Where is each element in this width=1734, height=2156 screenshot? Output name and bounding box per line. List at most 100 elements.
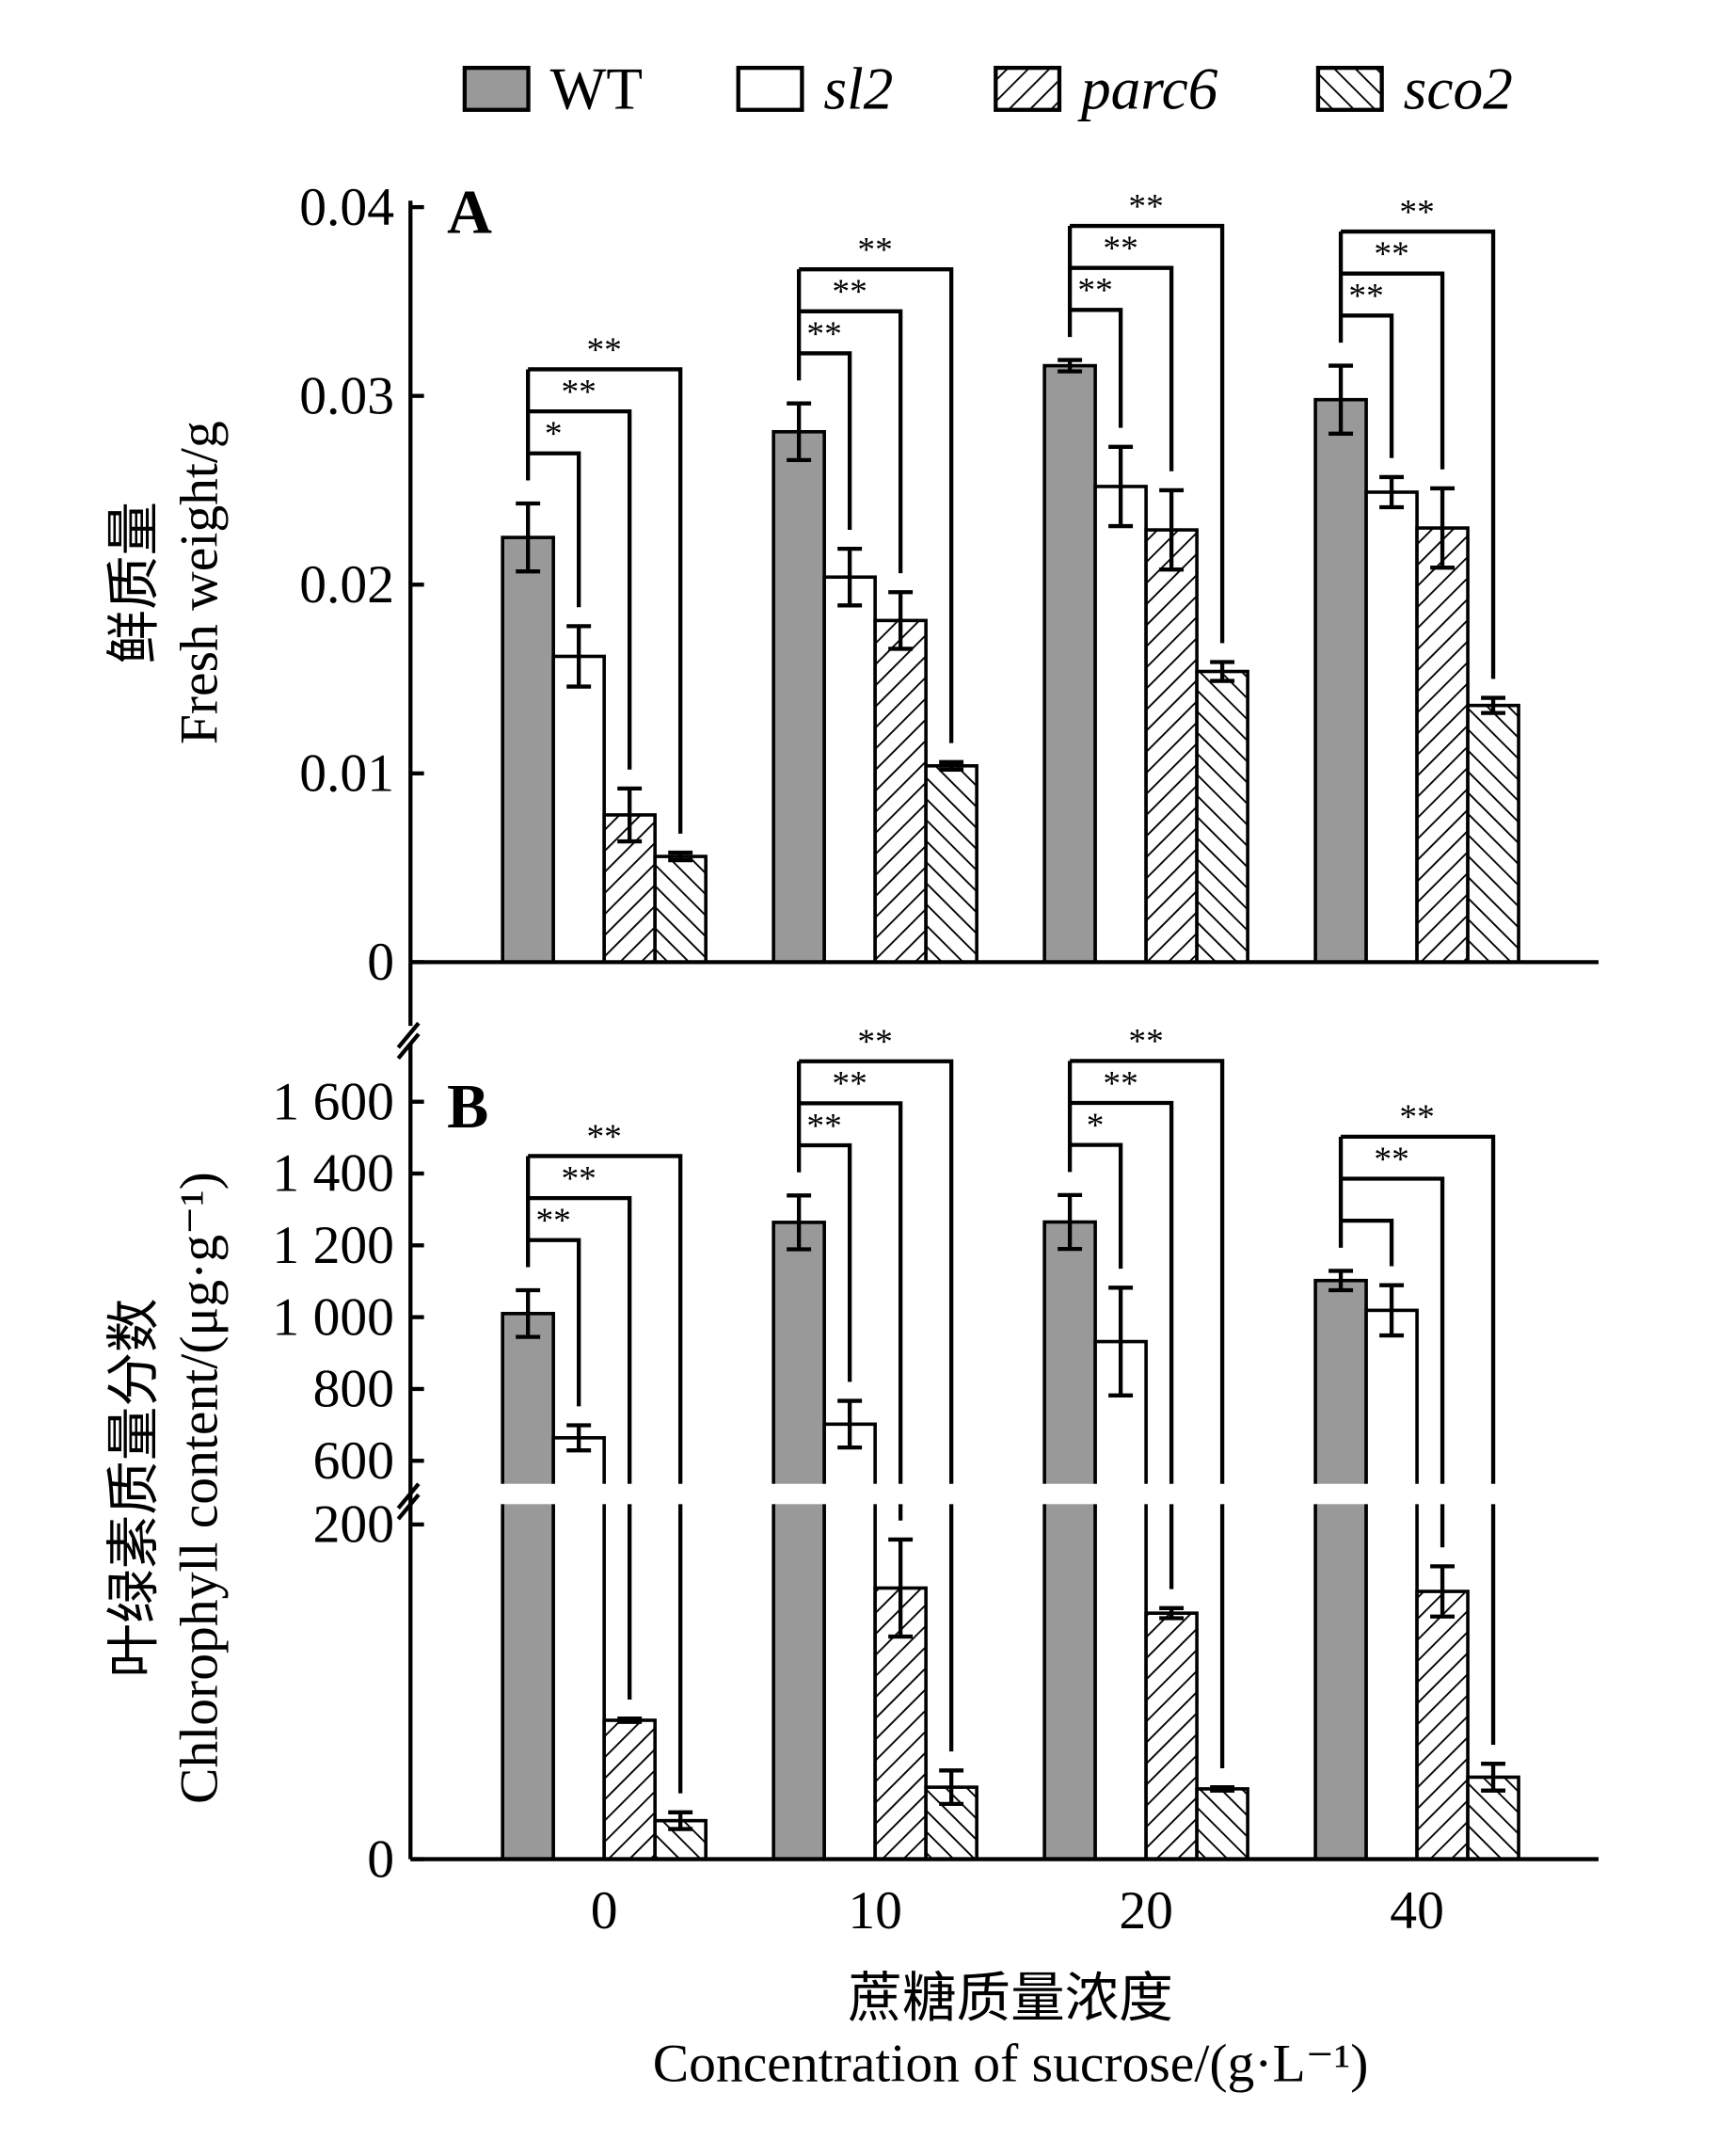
axis-break-mark	[396, 1482, 421, 1510]
significance-bracket-parc6	[528, 408, 632, 770]
y-tick-label: 200	[313, 1495, 394, 1555]
significance-bracket-sl2	[1341, 1218, 1394, 1267]
bar-sco2-0	[653, 854, 708, 965]
significance-bracket-parc6	[1341, 1176, 1445, 1548]
significance-bracket-sco2	[1070, 223, 1225, 644]
y-axis-title-cn: 叶绿素质量分数	[104, 1299, 164, 1678]
significance-label: *	[1087, 1107, 1105, 1145]
significance-label: **	[1374, 1141, 1408, 1179]
legend-swatch-sl2	[736, 65, 804, 112]
legend-swatch-WT	[462, 65, 531, 112]
significance-label: **	[857, 232, 892, 270]
bar-WT-20	[1042, 1220, 1097, 1861]
legend-label-sco2: sco2	[1404, 56, 1513, 121]
significance-bracket-sl2	[799, 1142, 852, 1382]
significance-label: **	[857, 1023, 892, 1062]
significance-bracket-sco2	[528, 1154, 683, 1794]
significance-label: **	[1128, 1023, 1163, 1062]
y-tick-label: 0	[367, 933, 394, 992]
x-tick-label: 0	[591, 1881, 618, 1940]
x-tick-label: 20	[1119, 1881, 1173, 1940]
y-axis-title-en: Chlorophyll content/(μg·g⁻¹)	[169, 1172, 229, 1804]
bar-parc6-0	[602, 1718, 657, 1861]
bar-sl2-0	[551, 1436, 606, 1861]
bar-WT-10	[772, 429, 826, 965]
significance-bracket-sco2	[1341, 229, 1496, 679]
significance-label: **	[806, 315, 841, 354]
significance-label: **	[1103, 230, 1137, 268]
bar-parc6-40	[1415, 526, 1470, 965]
bar-WT-40	[1313, 1278, 1368, 1861]
bar-sl2-10	[822, 575, 877, 965]
significance-bracket-sl2	[528, 451, 581, 608]
significance-bracket-parc6	[1070, 265, 1174, 471]
x-tick-label: 10	[848, 1881, 902, 1940]
significance-bracket-parc6	[528, 1195, 632, 1701]
significance-bracket-sco2	[799, 267, 954, 743]
significance-label: **	[1077, 272, 1112, 311]
significance-label: **	[586, 1118, 621, 1157]
bar-sco2-10	[924, 764, 978, 965]
significance-label: *	[545, 415, 563, 454]
significance-bracket-sco2	[528, 367, 683, 834]
y-axis-title-en: Fresh weight/g	[169, 421, 229, 744]
significance-bracket-parc6	[799, 309, 903, 574]
significance-bracket-sco2	[1070, 1059, 1225, 1768]
bar-WT-0	[501, 535, 555, 965]
y-tick-label: 0	[367, 1829, 394, 1889]
y-tick-label: 0.03	[299, 366, 394, 425]
panel-label: A	[447, 179, 492, 248]
significance-label: **	[1103, 1064, 1137, 1103]
legend-swatch-parc6	[994, 65, 1062, 112]
significance-label: **	[561, 373, 596, 411]
x-tick-label: 40	[1390, 1881, 1444, 1940]
significance-label: **	[1399, 1098, 1434, 1137]
y-tick-label: 600	[313, 1431, 394, 1491]
y-tick-label: 0.01	[299, 744, 394, 804]
significance-label: **	[832, 1065, 867, 1104]
bar-sco2-20	[1195, 1787, 1249, 1861]
axis-break-mark	[396, 1032, 421, 1061]
significance-bracket-sl2	[528, 1238, 581, 1407]
bar-sl2-40	[1364, 490, 1419, 965]
significance-bracket-sl2	[1341, 313, 1394, 458]
panel-label: B	[447, 1073, 488, 1142]
significance-label: **	[1374, 235, 1408, 274]
significance-bracket-sl2	[1070, 308, 1123, 428]
significance-label: **	[586, 331, 621, 370]
legend-swatch-sco2	[1315, 65, 1384, 112]
bar-sl2-40	[1364, 1308, 1419, 1861]
bar-WT-20	[1042, 363, 1097, 965]
significance-bracket-sl2	[1070, 1142, 1123, 1270]
y-tick-label: 1 000	[272, 1287, 394, 1347]
legend: WT sl2 parc6 sco2	[462, 56, 1513, 121]
legend-label-parc6: parc6	[1077, 56, 1218, 121]
x-axis-title-en: Concentration of sucrose/(g·L⁻¹)	[653, 2035, 1369, 2094]
significance-bracket-parc6	[799, 1101, 903, 1521]
bar-parc6-10	[873, 618, 928, 965]
bar-parc6-40	[1415, 1589, 1470, 1861]
y-tick-label: 800	[313, 1360, 394, 1419]
bar-parc6-20	[1144, 528, 1199, 965]
panel-a: ***** ******************00.010.020.030.04…	[104, 178, 1599, 992]
significance-label: **	[1348, 278, 1383, 316]
significance-bracket-sl2	[799, 351, 852, 530]
bar-WT-40	[1313, 397, 1368, 965]
bar-sl2-20	[1093, 1339, 1148, 1861]
bar-WT-10	[772, 1221, 826, 1861]
significance-label: **	[832, 273, 867, 311]
significance-label: **	[561, 1159, 596, 1198]
significance-label: **	[1128, 187, 1163, 226]
legend-label-WT: WT	[550, 56, 643, 121]
bar-parc6-20	[1144, 1611, 1199, 1861]
x-axis-labels: 0 10 20 40 蔗糖质量浓度 Concentration of sucrose/(g…	[591, 1881, 1444, 2094]
bar-sco2-40	[1466, 703, 1520, 965]
significance-bracket-sco2	[799, 1059, 954, 1752]
significance-bracket-parc6	[1341, 271, 1445, 470]
bar-WT-0	[501, 1312, 555, 1861]
axis-break-band	[413, 1483, 1601, 1505]
significance-label: **	[1399, 193, 1434, 232]
y-tick-label: 0.04	[299, 178, 394, 237]
